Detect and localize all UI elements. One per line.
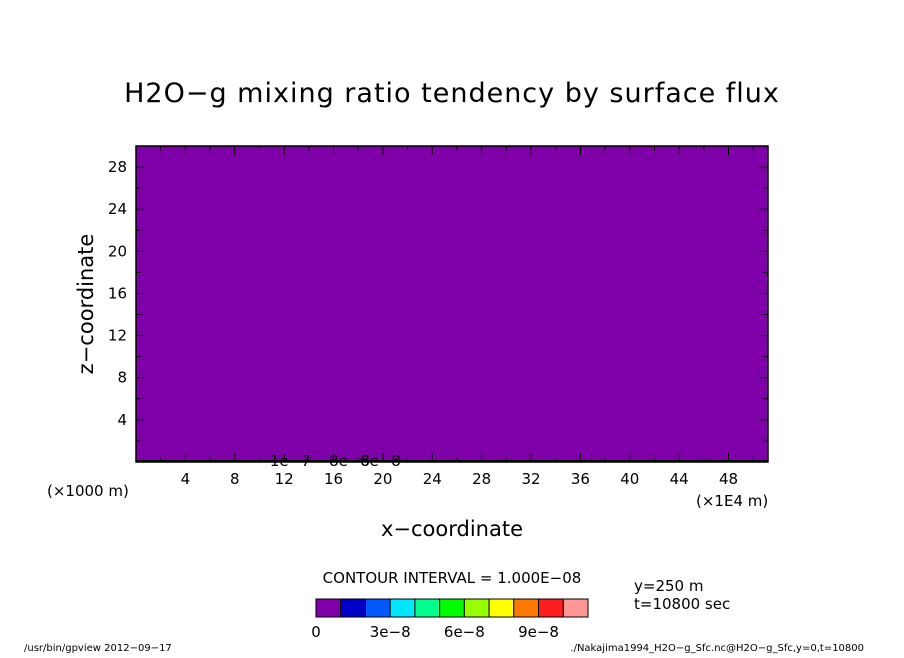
x-unit-right: (×1E4 m) bbox=[696, 492, 768, 510]
contour-label: 6e−8 bbox=[360, 452, 401, 470]
x-tick-label: 44 bbox=[670, 470, 689, 488]
colorbar-swatch bbox=[538, 598, 564, 618]
colorbar-swatch bbox=[463, 598, 490, 618]
x-tick-label: 16 bbox=[324, 470, 343, 488]
colorbar-swatch bbox=[414, 598, 441, 618]
colorbar-label: 6e−8 bbox=[444, 623, 485, 641]
t-value-text: t=10800 sec bbox=[634, 595, 730, 613]
y-tick-label: 16 bbox=[108, 284, 127, 302]
colorbar-swatch bbox=[364, 598, 391, 618]
contour-label: 8e−8 bbox=[329, 452, 370, 470]
contour-label: 1e−7 bbox=[270, 452, 311, 470]
x-tick-label: 36 bbox=[571, 470, 590, 488]
colorbar-swatch bbox=[488, 598, 515, 618]
colorbar-swatch bbox=[315, 598, 342, 618]
x-tick-label: 32 bbox=[521, 470, 540, 488]
y-axis-label: z−coordinate bbox=[74, 234, 98, 375]
contour-interval-text: CONTOUR INTERVAL = 1.000E−08 bbox=[323, 569, 582, 587]
y-value-text: y=250 m bbox=[634, 577, 703, 595]
x-tick-label: 24 bbox=[423, 470, 442, 488]
colorbar-swatch bbox=[562, 598, 589, 618]
colorbar-swatch bbox=[340, 598, 366, 618]
y-tick-label: 8 bbox=[117, 369, 127, 387]
colorbar-label: 9e−8 bbox=[518, 623, 559, 641]
x-unit-left: (×1000 m) bbox=[47, 482, 129, 500]
x-tick-label: 20 bbox=[373, 470, 392, 488]
footer-right: ./Nakajima1994_H2O−g_Sfc.nc@H2O−g_Sfc,y=… bbox=[570, 643, 864, 654]
heatmap-fill bbox=[136, 146, 768, 462]
y-tick-label: 28 bbox=[108, 158, 127, 176]
colorbar-swatch bbox=[513, 598, 540, 618]
y-tick-label: 4 bbox=[117, 411, 127, 429]
x-tick-label: 8 bbox=[230, 470, 240, 488]
x-tick-label: 40 bbox=[620, 470, 639, 488]
colorbar-label: 3e−8 bbox=[370, 623, 411, 641]
colorbar-labels: 0 3e−8 6e−8 9e−8 bbox=[311, 623, 559, 641]
x-tick-label: 12 bbox=[275, 470, 294, 488]
x-tick-label: 4 bbox=[181, 470, 191, 488]
colorbar bbox=[315, 598, 589, 618]
colorbar-swatch bbox=[389, 598, 416, 618]
y-tick-label: 12 bbox=[108, 327, 127, 345]
x-axis-label: x−coordinate bbox=[381, 517, 523, 541]
x-tick-label: 48 bbox=[719, 470, 738, 488]
contour-labels-group: 1e−7 8e−86e−8 bbox=[270, 452, 401, 470]
y-tick-label: 24 bbox=[108, 200, 127, 218]
colorbar-swatch bbox=[439, 598, 465, 618]
chart-title: H2O−g mixing ratio tendency by surface f… bbox=[124, 78, 780, 109]
colorbar-label: 0 bbox=[311, 623, 321, 641]
x-tick-label: 28 bbox=[472, 470, 491, 488]
footer-left: /usr/bin/gpview 2012−09−17 bbox=[24, 643, 172, 654]
y-tick-label: 20 bbox=[108, 242, 127, 260]
